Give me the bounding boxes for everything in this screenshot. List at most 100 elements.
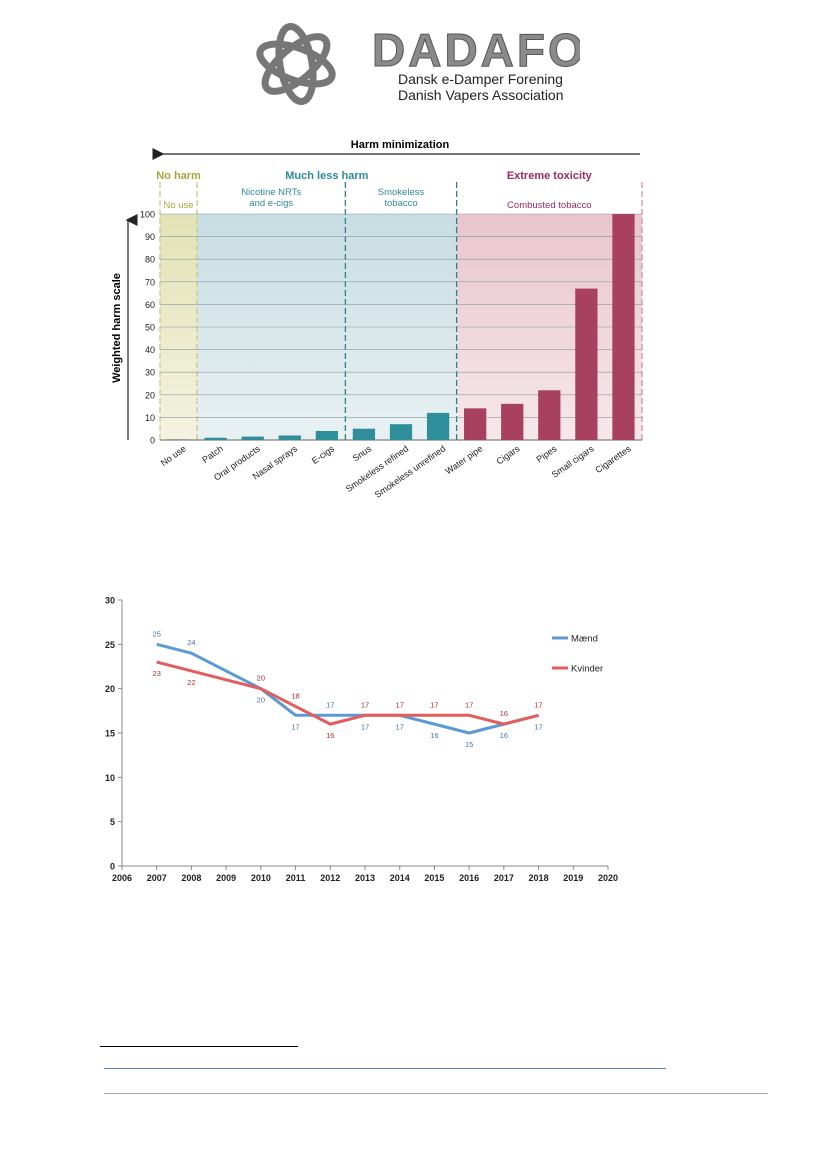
x-tick-label: 2020 [598, 873, 618, 883]
logo-line2: Danish Vapers Association [398, 87, 564, 103]
x-tick-label: No use [159, 443, 188, 468]
x-tick-label: Patch [200, 443, 225, 464]
x-tick-label: 2011 [286, 873, 306, 883]
y-tick-label: 30 [105, 596, 115, 606]
y-tick-label: 50 [145, 323, 155, 333]
x-tick-label: 2012 [320, 873, 340, 883]
bar [315, 430, 338, 440]
data-label: 16 [500, 731, 508, 740]
y-tick-label: 25 [105, 640, 115, 650]
legend-label: Mænd [571, 634, 598, 645]
data-label: 17 [326, 700, 334, 709]
x-tick-label: 2013 [355, 873, 375, 883]
footnote-link-underline [104, 1068, 666, 1069]
data-label: 16 [326, 731, 334, 740]
data-label: 17 [396, 700, 404, 709]
x-tick-label: Small cigars [550, 443, 596, 480]
y-axis-label: Weighted harm scale [111, 273, 123, 383]
bar [204, 437, 227, 440]
x-tick-label: 2006 [112, 873, 132, 883]
data-label: 17 [361, 722, 369, 731]
x-tick-label: E-cigs [310, 443, 337, 466]
logo-name: DADAFO [372, 24, 580, 76]
data-label: 16 [430, 731, 438, 740]
smoking-line-chart-svg: 0 5 10 15 20 25 30 2006 2007 2008 2009 2010 2011 2012… [105, 596, 618, 884]
data-label: 17 [430, 700, 438, 709]
x-tick-label: Cigarettes [593, 443, 633, 475]
x-tick-label: Pipes [534, 443, 559, 464]
zone-header: Extreme toxicity [507, 170, 593, 182]
data-label: 25 [153, 629, 161, 638]
x-tick-label: 2016 [459, 873, 479, 883]
y-tick-label: 20 [105, 684, 115, 694]
data-label: 17 [291, 722, 299, 731]
bar [241, 436, 264, 440]
bar [612, 214, 635, 440]
data-label: 17 [361, 700, 369, 709]
data-label: 20 [257, 696, 265, 705]
series-line [156, 660, 539, 726]
dadafo-logo-graphic: DADAFO Dansk e-Damper Forening Danish Va… [256, 22, 584, 106]
zone-subheader: Nicotine NRTs [241, 187, 301, 198]
x-tick-label: 2008 [181, 873, 201, 883]
zone-subheader: No use [163, 200, 193, 211]
y-tick-label: 90 [145, 232, 155, 242]
bar [278, 435, 301, 440]
y-tick-label: 0 [110, 862, 115, 872]
zone-subheader: Smokeless [378, 187, 425, 198]
data-label: 16 [500, 709, 508, 718]
x-tick-label: 2007 [147, 873, 167, 883]
data-label: 17 [396, 722, 404, 731]
bar [426, 412, 450, 440]
data-label: 24 [187, 638, 195, 647]
y-tick-label: 10 [145, 413, 155, 423]
data-label: 17 [465, 700, 473, 709]
x-tick-label: 2019 [563, 873, 583, 883]
harm-bar-chart: 0 10 20 30 40 50 60 70 80 90 100 No harm No use Much… [100, 128, 660, 508]
y-tick-label: 20 [145, 390, 155, 400]
y-tick-label: 60 [145, 300, 155, 310]
data-label: 15 [465, 740, 473, 749]
data-label: 17 [534, 700, 542, 709]
zone-subheader: and e-cigs [249, 198, 293, 209]
y-tick-label: 40 [145, 345, 155, 355]
y-tick-label: 5 [110, 817, 115, 827]
smoking-line-chart: 0 5 10 15 20 25 30 2006 2007 2008 2009 2010 2011 2012… [90, 590, 630, 890]
y-tick-label: 80 [145, 255, 155, 265]
data-label: 17 [534, 722, 542, 731]
bar [389, 424, 413, 440]
zone-subheader: tobacco [384, 198, 417, 209]
footer-rule [104, 1093, 768, 1094]
zone-subheader: Combusted tobacco [507, 200, 592, 211]
bar [352, 428, 376, 440]
x-tick-label: Snus [351, 443, 374, 463]
legend-label: Kvinder [571, 664, 603, 675]
x-tick-label: Water pipe [443, 443, 484, 476]
x-tick-label: 2015 [424, 873, 444, 883]
y-tick-label: 100 [140, 210, 155, 220]
data-label: 20 [257, 674, 265, 683]
y-tick-label: 30 [145, 368, 155, 378]
data-label: 22 [187, 678, 195, 687]
data-label: 23 [153, 669, 161, 678]
chart-title: Harm minimization [351, 139, 450, 151]
y-tick-label: 0 [150, 436, 155, 446]
x-tick-label: 2014 [390, 873, 410, 883]
x-tick-label: 2010 [251, 873, 271, 883]
x-tick-label: 2009 [216, 873, 236, 883]
bar [538, 390, 561, 440]
bar [501, 403, 524, 440]
zone-header: Much less harm [285, 170, 368, 182]
data-label: 18 [291, 691, 299, 700]
x-tick-label: Smokeless refined [344, 443, 410, 494]
zone-header: No harm [156, 170, 201, 182]
bar [464, 408, 487, 440]
logo-line1: Dansk e-Damper Forening [398, 71, 563, 87]
y-tick-label: 10 [105, 773, 115, 783]
footnote-separator [100, 1046, 298, 1047]
y-tick-label: 15 [105, 729, 115, 739]
dadafo-logo: DADAFO Dansk e-Damper Forening Danish Va… [250, 16, 584, 108]
x-tick-label: 2018 [529, 873, 549, 883]
x-tick-label: Smokeless unrefined [373, 443, 448, 499]
x-tick-label: Cigars [494, 443, 521, 466]
